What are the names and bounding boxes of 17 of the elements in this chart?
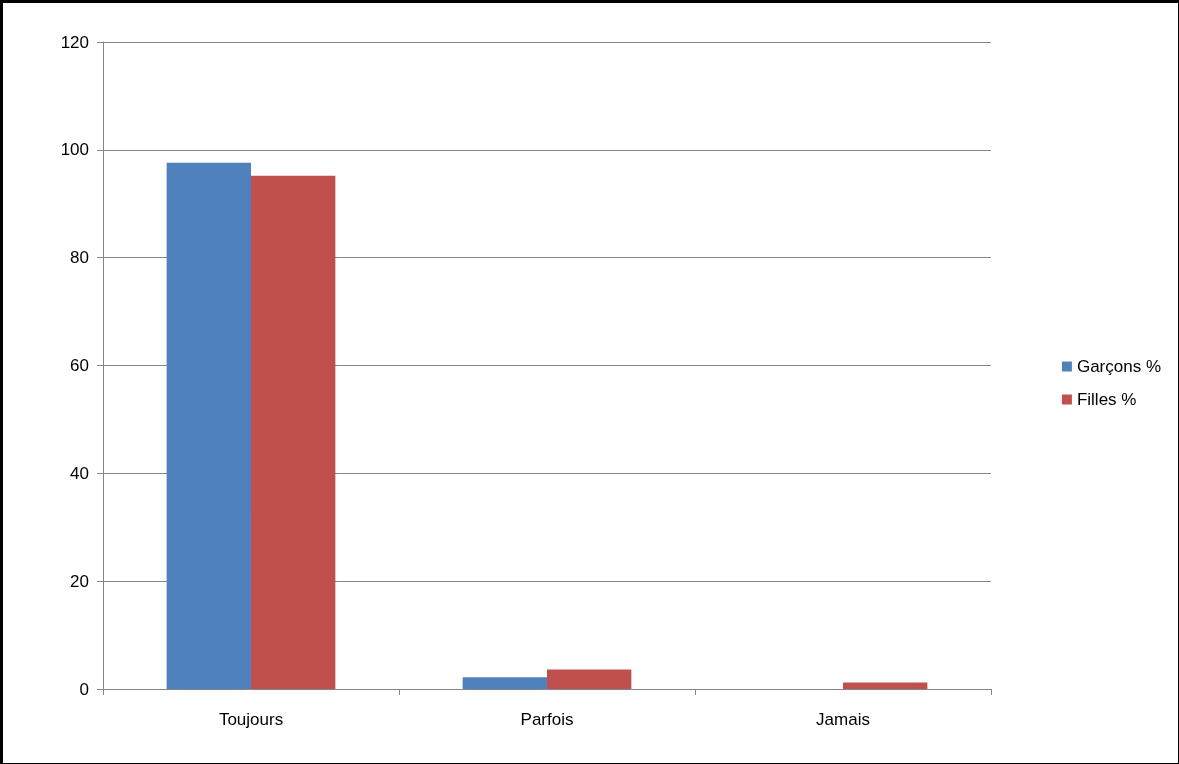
y-tick-label: 80 — [70, 248, 89, 268]
y-tick-label: 100 — [60, 140, 89, 160]
x-tick-label: Toujours — [218, 710, 284, 729]
y-tick-label: 40 — [70, 463, 89, 483]
bar — [166, 162, 251, 689]
y-tick-label: 120 — [60, 32, 89, 52]
bar — [547, 669, 632, 689]
bar — [462, 677, 547, 689]
legend-label: Filles % — [1076, 390, 1137, 409]
x-tick-label: Jamais — [816, 710, 870, 729]
legend-label: Garçons % — [1076, 357, 1162, 376]
y-tick-label: 0 — [79, 679, 89, 699]
bar — [251, 175, 336, 689]
bar — [843, 682, 928, 689]
y-tick-label: 20 — [70, 571, 89, 591]
x-tick-label: Parfois — [520, 710, 574, 729]
y-tick-label: 60 — [70, 356, 89, 375]
